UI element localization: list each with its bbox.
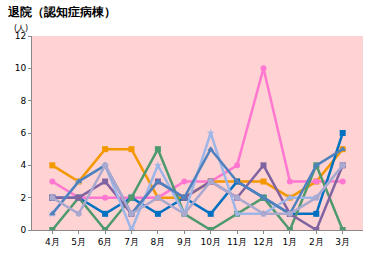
svg-text:0: 0 xyxy=(20,225,26,235)
svg-text:3月: 3月 xyxy=(335,237,350,247)
svg-text:5月: 5月 xyxy=(71,237,86,247)
svg-text:12: 12 xyxy=(15,31,26,41)
svg-text:6月: 6月 xyxy=(98,237,113,247)
svg-text:8: 8 xyxy=(20,96,26,106)
svg-text:10月: 10月 xyxy=(200,237,220,247)
svg-text:7月: 7月 xyxy=(124,237,139,247)
svg-text:8月: 8月 xyxy=(151,237,166,247)
svg-text:2月: 2月 xyxy=(309,237,324,247)
svg-text:1月: 1月 xyxy=(283,237,298,247)
svg-text:退院（認知症病棟）: 退院（認知症病棟） xyxy=(7,5,116,19)
svg-text:4: 4 xyxy=(20,160,26,170)
svg-text:6: 6 xyxy=(20,128,26,138)
svg-text:10: 10 xyxy=(15,63,27,73)
svg-text:9月: 9月 xyxy=(177,237,192,247)
svg-text:4月: 4月 xyxy=(45,237,60,247)
svg-text:11月: 11月 xyxy=(227,237,247,247)
svg-text:(人): (人) xyxy=(14,24,28,33)
svg-text:2: 2 xyxy=(20,193,26,203)
svg-text:12月: 12月 xyxy=(253,237,273,247)
